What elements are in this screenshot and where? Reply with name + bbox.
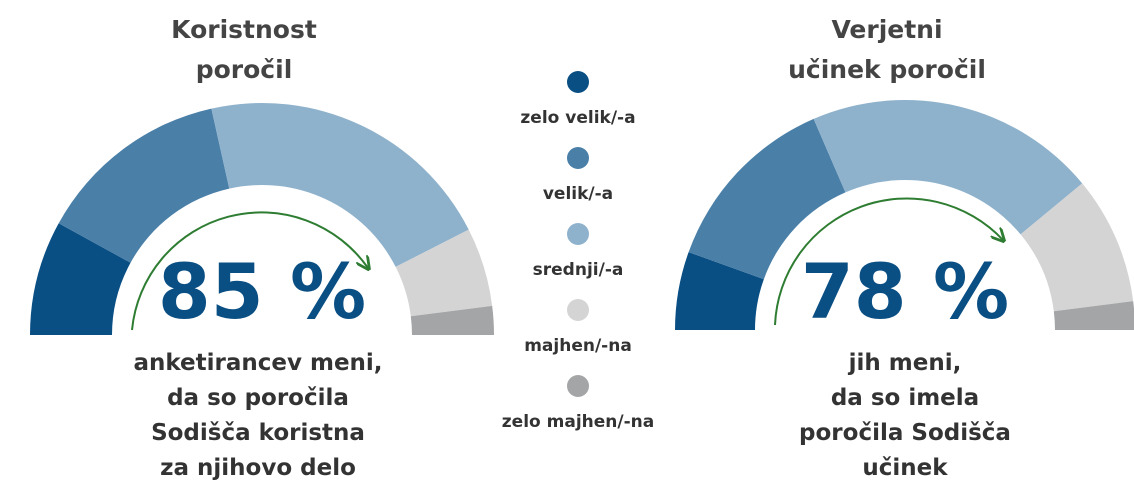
gauge-segment [30, 223, 131, 335]
headline: 85 % [157, 247, 367, 336]
legend-swatch [567, 147, 589, 169]
legend-label: zelo velik/-a [520, 108, 636, 128]
chart-title: učinek poročil [788, 55, 986, 84]
gauge-segment [395, 229, 493, 317]
gauge-segment [410, 305, 494, 335]
legend-label: majhen/-na [524, 336, 632, 356]
arrow [774, 197, 1003, 326]
gauge-segment [688, 118, 846, 280]
legend-label: velik/-a [542, 184, 614, 204]
gauge-segment [58, 108, 230, 263]
arrow [131, 211, 368, 331]
chart-title: Koristnost [171, 15, 317, 44]
description: poročila Sodišča [799, 420, 1011, 446]
legend-label: zelo majhen/-na [501, 412, 655, 432]
description: Sodišča koristna [151, 420, 365, 446]
description: jih meni, [848, 350, 962, 376]
legend-swatch [567, 299, 589, 321]
description: za njihovo delo [160, 455, 356, 481]
legend-label: srednji/-a [532, 260, 624, 280]
description: da so imela [830, 385, 980, 411]
chart-title: Verjetni [831, 15, 943, 44]
gauge-segment [211, 103, 469, 267]
gauge-segment [1020, 183, 1134, 312]
legend-swatch [567, 375, 589, 397]
gauge-segment [813, 100, 1083, 235]
description: anketirancev meni, [133, 350, 383, 376]
gauge-segment [675, 252, 764, 330]
headline: 78 % [800, 247, 1010, 336]
gauge-segment [1053, 301, 1134, 330]
legend-swatch [567, 223, 589, 245]
legend-swatch [567, 71, 589, 93]
description: da so poročila [167, 385, 349, 411]
chart-title: poročil [195, 55, 293, 84]
description: učinek [862, 455, 948, 481]
